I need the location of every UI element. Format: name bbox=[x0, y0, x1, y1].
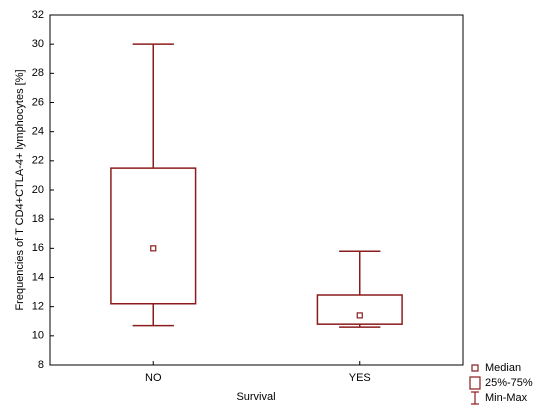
legend-median-icon bbox=[471, 364, 479, 372]
y-tick-label: 26 bbox=[32, 96, 44, 108]
y-tick-label: 28 bbox=[32, 67, 44, 79]
y-tick-label: 10 bbox=[32, 330, 44, 342]
legend-label: Min-Max bbox=[485, 392, 528, 404]
y-tick-label: 8 bbox=[38, 359, 44, 371]
y-tick-label: 32 bbox=[32, 9, 44, 21]
x-axis-label: Survival bbox=[236, 391, 275, 403]
y-tick-label: 14 bbox=[32, 271, 44, 283]
x-tick-label: YES bbox=[349, 372, 371, 384]
y-tick-label: 12 bbox=[32, 301, 44, 313]
legend-label: 25%-75% bbox=[485, 377, 533, 389]
y-tick-label: 24 bbox=[32, 126, 44, 138]
y-tick-label: 20 bbox=[32, 184, 44, 196]
y-tick-label: 16 bbox=[32, 242, 44, 254]
y-tick-label: 18 bbox=[32, 213, 44, 225]
legend-label: Median bbox=[485, 362, 521, 374]
y-tick-label: 22 bbox=[32, 155, 44, 167]
y-axis-label: Frequencies of T CD4+CTLA-4+ lymphocytes… bbox=[14, 69, 26, 310]
median-marker bbox=[356, 312, 363, 319]
box bbox=[316, 294, 403, 325]
legend-box-icon bbox=[469, 376, 481, 390]
y-tick-label: 30 bbox=[32, 38, 44, 50]
box bbox=[110, 167, 197, 305]
median-marker bbox=[150, 245, 157, 252]
x-tick-label: NO bbox=[145, 372, 162, 384]
